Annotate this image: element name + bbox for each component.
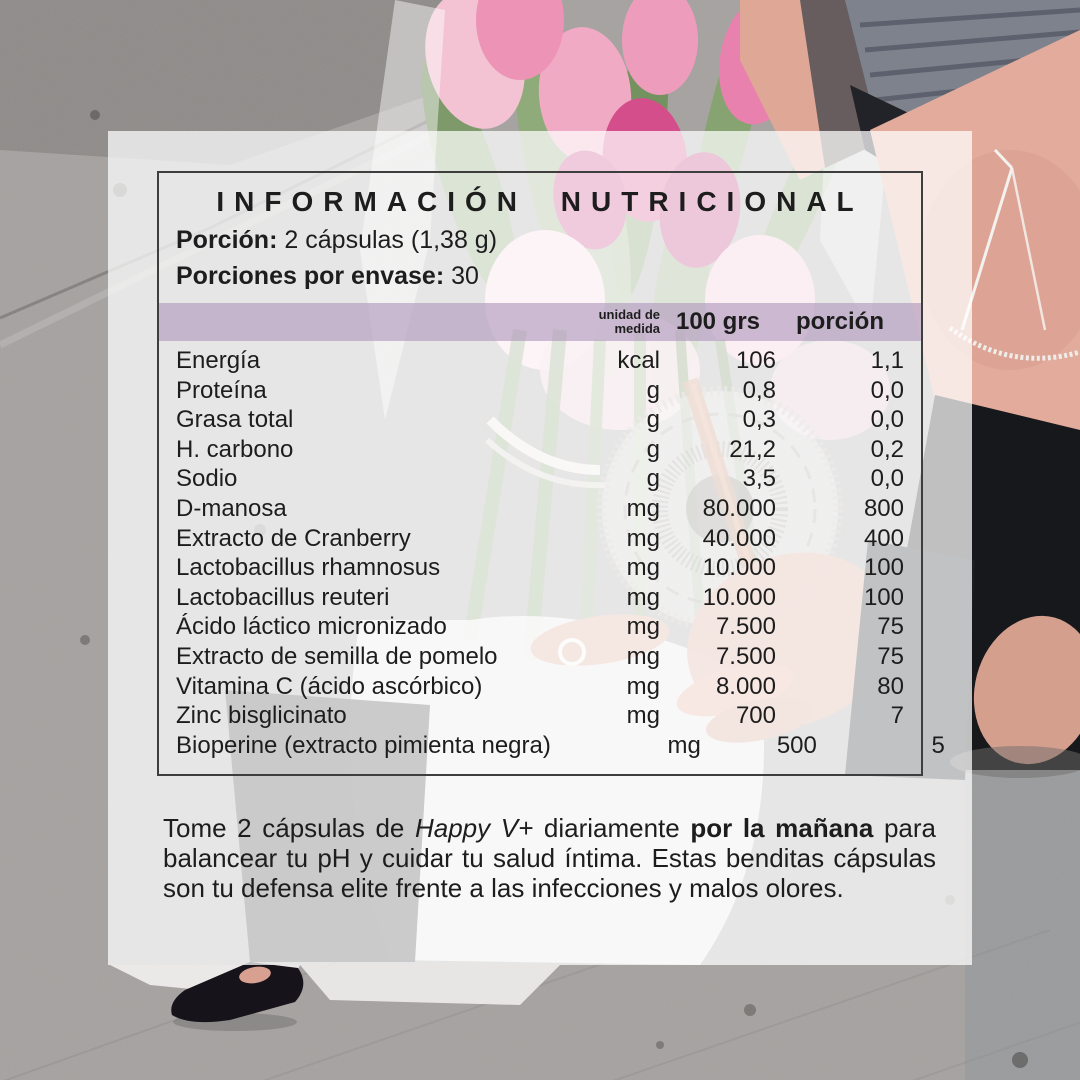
ingredient-name: Proteína bbox=[176, 376, 267, 404]
unit-cell: g bbox=[646, 406, 660, 434]
per-100g-cell: 80.000 bbox=[702, 494, 776, 522]
portion-cell: 1,1 bbox=[870, 347, 904, 374]
portion-cell: 5 bbox=[931, 731, 945, 759]
per-100g-cell: 3,5 bbox=[742, 465, 776, 493]
per-100g-cell: 700 bbox=[735, 702, 776, 730]
table-row: Lactobacillus reuteri mg 10.000 100 bbox=[159, 583, 921, 613]
unit-cell: mg bbox=[626, 524, 660, 552]
per-100g-cell: 500 bbox=[776, 731, 817, 759]
servings-per-container-value: 30 bbox=[451, 262, 479, 290]
table-row: Lactobacillus rhamnosus mg 10.000 100 bbox=[159, 553, 921, 583]
unit-cell: mg bbox=[667, 731, 701, 759]
serving-size-value: 2 cápsulas (1,38 g) bbox=[284, 226, 498, 254]
nutrition-table-body: Energía kcal 106 1,1 Proteína g 0,8 0,0 … bbox=[159, 346, 945, 761]
portion-cell: 0,0 bbox=[870, 376, 904, 404]
unit-cell: g bbox=[646, 435, 660, 463]
table-row: Extracto de Cranberry mg 40.000 400 bbox=[159, 524, 921, 554]
per-100g-cell: 7.500 bbox=[715, 642, 776, 670]
per-100g-cell: 10.000 bbox=[702, 554, 776, 582]
ingredient-name: Energía bbox=[176, 347, 261, 374]
instructions-part2: diariamente bbox=[533, 813, 691, 843]
unit-cell: g bbox=[646, 465, 660, 493]
unit-cell: mg bbox=[626, 583, 660, 611]
ingredient-name: Extracto de semilla de pomelo bbox=[176, 642, 498, 670]
unit-cell: mg bbox=[626, 642, 660, 670]
elbow-skin bbox=[973, 615, 1080, 765]
portion-cell: 0,0 bbox=[870, 465, 904, 493]
nutrition-title: INFORMACIÓN NUTRICIONAL bbox=[216, 186, 864, 217]
ingredient-name: H. carbono bbox=[176, 435, 294, 463]
table-row: Ácido láctico micronizado mg 7.500 75 bbox=[159, 612, 921, 642]
servings-per-container-line: Porciones por envase: 30 bbox=[176, 262, 921, 290]
table-row: Zinc bisglicinato mg 700 7 bbox=[159, 701, 921, 731]
table-row: D-manosa mg 80.000 800 bbox=[159, 494, 921, 524]
per-100g-cell: 0,3 bbox=[742, 406, 776, 434]
portion-cell: 7 bbox=[890, 702, 904, 730]
serving-size-line: Porción: 2 cápsulas (1,38 g) bbox=[176, 226, 921, 254]
unit-cell: mg bbox=[626, 672, 660, 700]
portion-cell: 75 bbox=[877, 613, 904, 641]
instructions-part3: para balancear tu pH y cuidar tu salud í… bbox=[163, 813, 937, 903]
per-100g-cell: 10.000 bbox=[702, 583, 776, 611]
portion-cell: 0,2 bbox=[870, 435, 904, 463]
column-header-100g: 100 grs bbox=[675, 308, 761, 335]
per-100g-cell: 40.000 bbox=[702, 524, 776, 552]
portion-cell: 0,0 bbox=[870, 406, 904, 434]
servings-per-container-label: Porciones por envase: bbox=[176, 262, 445, 290]
portion-cell: 75 bbox=[877, 642, 904, 670]
per-100g-cell: 8.000 bbox=[715, 672, 776, 700]
ingredient-name: Ácido láctico micronizado bbox=[176, 613, 447, 641]
table-row: Bioperine (extracto pimienta negra) mg 5… bbox=[159, 731, 945, 761]
unit-cell: mg bbox=[626, 613, 660, 641]
usage-instructions: Tome 2 cápsulas de Happy V+ diariamente … bbox=[163, 813, 936, 903]
ingredient-name: Sodio bbox=[176, 465, 238, 493]
ingredient-name: D-manosa bbox=[176, 494, 287, 522]
ingredient-name: Vitamina C (ácido ascórbico) bbox=[176, 672, 483, 700]
table-row: H. carbono g 21,2 0,2 bbox=[159, 435, 921, 465]
table-row: Proteína g 0,8 0,0 bbox=[159, 376, 921, 406]
table-row: Vitamina C (ácido ascórbico) mg 8.000 80 bbox=[159, 672, 921, 702]
overlay-panel: INFORMACIÓN NUTRICIONAL Porción: 2 cápsul… bbox=[108, 131, 972, 965]
unit-cell: mg bbox=[626, 554, 660, 582]
unit-cell: g bbox=[646, 376, 660, 404]
portion-cell: 80 bbox=[877, 672, 904, 700]
ingredient-name: Lactobacillus reuteri bbox=[176, 583, 390, 611]
high-heel-shoe bbox=[171, 962, 304, 1023]
per-100g-cell: 0,8 bbox=[742, 376, 776, 404]
ingredient-name: Lactobacillus rhamnosus bbox=[176, 554, 441, 582]
ingredient-name: Zinc bisglicinato bbox=[176, 702, 347, 730]
serving-size-label: Porción: bbox=[176, 226, 278, 254]
portion-cell: 100 bbox=[863, 554, 904, 582]
portion-cell: 100 bbox=[863, 583, 904, 611]
table-header-row: unidad de medida 100 grs porción bbox=[159, 303, 921, 341]
portion-cell: 400 bbox=[863, 524, 904, 552]
unit-cell: kcal bbox=[617, 347, 660, 374]
table-row: Energía kcal 106 1,1 bbox=[159, 346, 921, 376]
column-header-unit: unidad de medida bbox=[598, 307, 660, 336]
per-100g-cell: 106 bbox=[735, 347, 776, 374]
table-row: Extracto de semilla de pomelo mg 7.500 7… bbox=[159, 642, 921, 672]
ingredient-name: Bioperine (extracto pimienta negra) bbox=[176, 731, 551, 759]
unit-cell: mg bbox=[626, 494, 660, 522]
per-100g-cell: 7.500 bbox=[715, 613, 776, 641]
table-row: Grasa total g 0,3 0,0 bbox=[159, 405, 921, 435]
per-100g-cell: 21,2 bbox=[729, 435, 776, 463]
portion-cell: 800 bbox=[863, 494, 904, 522]
brand-name: Happy V+ bbox=[414, 813, 534, 843]
instructions-part1: Tome 2 cápsulas de bbox=[163, 813, 415, 843]
nutrition-label: INFORMACIÓN NUTRICIONAL Porción: 2 cápsul… bbox=[157, 171, 945, 776]
ingredient-name: Grasa total bbox=[176, 406, 294, 434]
column-header-portion: porción bbox=[796, 308, 884, 335]
unit-cell: mg bbox=[626, 702, 660, 730]
table-row: Sodio g 3,5 0,0 bbox=[159, 464, 921, 494]
ingredient-name: Extracto de Cranberry bbox=[176, 524, 411, 552]
instructions-emphasis: por la mañana bbox=[690, 813, 874, 843]
